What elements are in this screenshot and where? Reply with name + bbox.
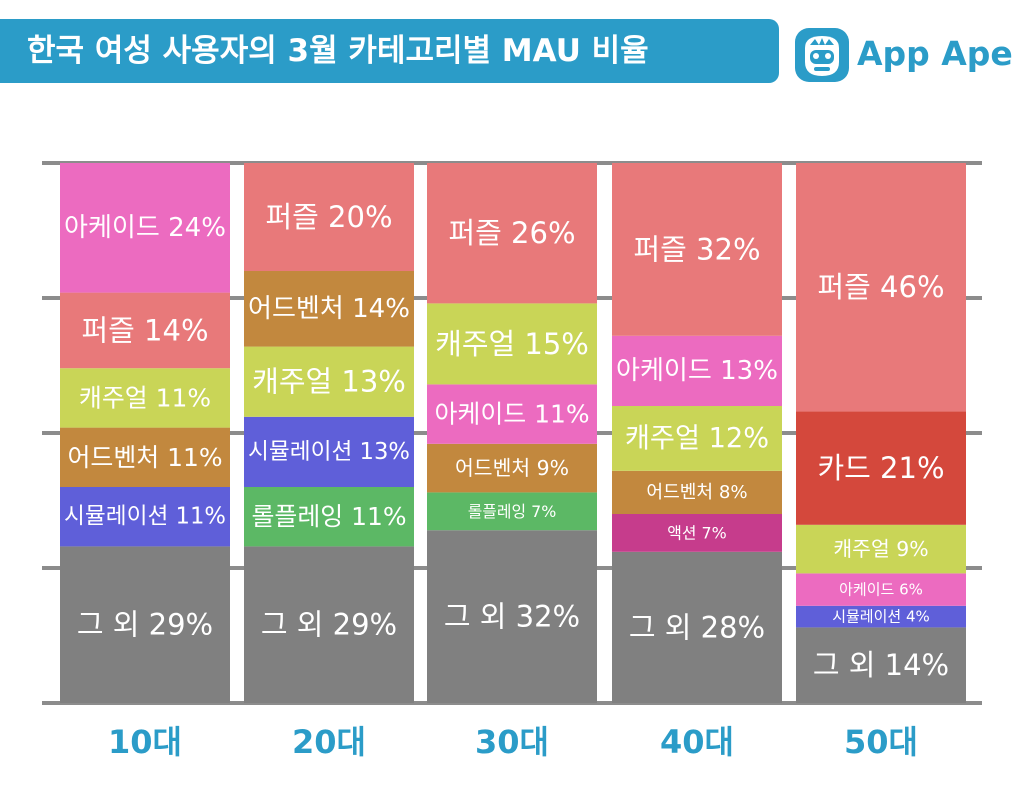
bar-segment bbox=[427, 443, 597, 493]
bar-segment bbox=[60, 292, 230, 369]
bar-segment bbox=[60, 427, 230, 487]
bar-segment bbox=[612, 406, 782, 471]
segment-label: 퍼즐 20% bbox=[265, 200, 392, 234]
bar-segment bbox=[612, 163, 782, 336]
segment-label: 캐주얼 12% bbox=[625, 423, 769, 454]
bar-segment bbox=[60, 487, 230, 547]
segment-label: 퍼즐 14% bbox=[81, 313, 208, 347]
bar-stack-2: 그 외 32% 롤플레잉 7% 어드벤처 9% 아케이드 11% 캐주얼 15% 퍼즐 2… bbox=[427, 163, 597, 703]
segment-label: 어드벤처 14% bbox=[248, 294, 410, 324]
title-banner: 한국 여성 사용자의 3월 카테고리별 MAU 비율 bbox=[0, 19, 779, 83]
monkey-face-icon bbox=[795, 28, 849, 82]
segment-label: 그 외 29% bbox=[261, 608, 397, 642]
x-tick-label: 50대 bbox=[844, 723, 918, 761]
bar-stack-4: 그 외 14% 시뮬레이션 4% 아케이드 6% 캐주얼 9% 카드 21% 퍼즐 46% bbox=[796, 163, 966, 703]
bar-segment bbox=[612, 514, 782, 552]
bar-segment bbox=[244, 346, 414, 417]
bar-segment bbox=[612, 335, 782, 406]
x-tick-label: 40대 bbox=[660, 723, 734, 761]
x-tick-label: 20대 bbox=[292, 723, 366, 761]
bar-stack-0: 그 외 29% 시뮬레이션 11% 어드벤처 11% 캐주얼 11% 퍼즐 14% 아케이… bbox=[60, 163, 230, 703]
bar-segment bbox=[427, 530, 597, 703]
bar-segment bbox=[244, 416, 414, 487]
segment-label: 아케이드 11% bbox=[434, 400, 589, 429]
segment-label: 그 외 14% bbox=[813, 648, 949, 682]
segment-label: 그 외 28% bbox=[629, 610, 765, 644]
segment-label: 어드벤처 9% bbox=[455, 456, 569, 480]
segment-label: 캐주얼 13% bbox=[252, 365, 406, 399]
segment-label: 그 외 29% bbox=[77, 608, 213, 642]
segment-label: 퍼즐 46% bbox=[817, 270, 944, 304]
bar-segment bbox=[796, 627, 966, 703]
bar-segment bbox=[60, 546, 230, 703]
segment-label: 액션 7% bbox=[667, 523, 726, 542]
segment-label: 어드벤처 8% bbox=[646, 482, 747, 503]
x-tick-label: 30대 bbox=[475, 723, 549, 761]
bar-segment bbox=[244, 487, 414, 547]
bar-segment bbox=[612, 470, 782, 514]
segment-label: 아케이드 24% bbox=[64, 213, 226, 243]
segment-label: 아케이드 6% bbox=[839, 581, 923, 599]
bar-segment bbox=[60, 368, 230, 428]
segment-label: 퍼즐 32% bbox=[633, 232, 760, 266]
x-axis-tick-labels: 10대 20대 30대 40대 50대 bbox=[108, 723, 918, 761]
segment-label: 시뮬레이션 4% bbox=[832, 608, 930, 626]
bar-segment bbox=[796, 411, 966, 525]
segment-label: 카드 21% bbox=[817, 451, 944, 485]
segment-label: 캐주얼 9% bbox=[833, 537, 928, 561]
segment-label: 그 외 32% bbox=[444, 600, 580, 634]
bar-segment bbox=[244, 163, 414, 271]
bar-segment bbox=[796, 605, 966, 628]
bar-stacks: 그 외 29% 시뮬레이션 11% 어드벤처 11% 캐주얼 11% 퍼즐 14% 아케이… bbox=[60, 163, 966, 703]
segment-label: 시뮬레이션 13% bbox=[248, 439, 410, 465]
bar-segment bbox=[796, 163, 966, 412]
bar-segment bbox=[427, 303, 597, 385]
bar-segment bbox=[427, 384, 597, 444]
bar-segment bbox=[612, 551, 782, 703]
segment-label: 캐주얼 11% bbox=[79, 383, 211, 412]
brand-name: App Ape bbox=[857, 34, 1013, 73]
segment-label: 퍼즐 26% bbox=[448, 216, 575, 250]
bar-segment bbox=[796, 524, 966, 574]
segment-label: 캐주얼 15% bbox=[435, 327, 589, 361]
segment-label: 어드벤처 11% bbox=[67, 443, 222, 472]
bar-segment bbox=[427, 163, 597, 304]
segment-label: 롤플레잉 11% bbox=[251, 502, 406, 531]
segment-label: 시뮬레이션 11% bbox=[64, 504, 226, 530]
x-tick-label: 10대 bbox=[108, 723, 182, 761]
bar-segment bbox=[427, 492, 597, 531]
bar-segment bbox=[244, 271, 414, 347]
bar-stack-3: 그 외 28% 액션 7% 어드벤처 8% 캐주얼 12% 아케이드 13% 퍼즐 32% bbox=[612, 163, 782, 703]
bar-segment bbox=[60, 163, 230, 293]
segment-label: 아케이드 13% bbox=[616, 356, 778, 386]
bar-stack-1: 그 외 29% 롤플레잉 11% 시뮬레이션 13% 캐주얼 13% 어드벤처 14% 퍼… bbox=[244, 163, 414, 703]
segment-label: 롤플레잉 7% bbox=[468, 502, 557, 521]
bar-segment bbox=[244, 546, 414, 703]
bar-segment bbox=[796, 573, 966, 606]
chart-title: 한국 여성 사용자의 3월 카테고리별 MAU 비율 bbox=[27, 33, 649, 69]
